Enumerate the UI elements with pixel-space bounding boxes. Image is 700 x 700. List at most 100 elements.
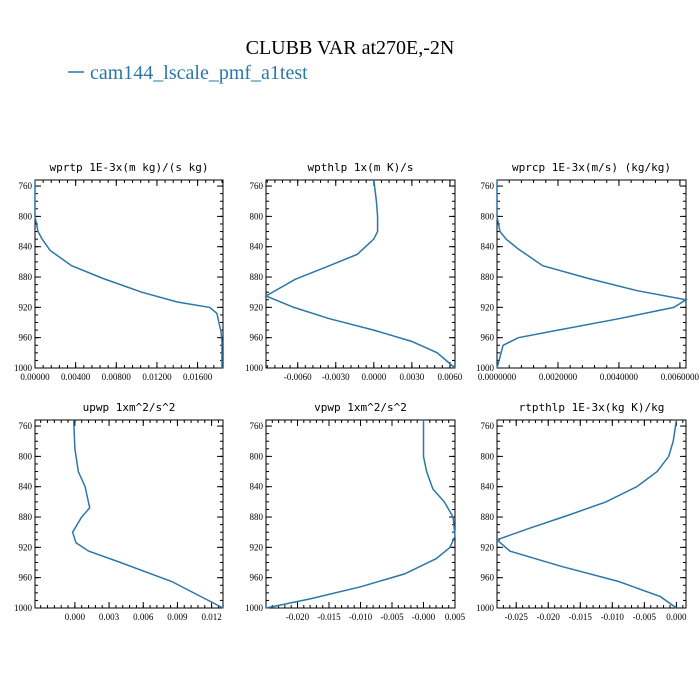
y-tick-label: 880 — [19, 272, 33, 282]
y-tick-label: 1000 — [14, 603, 33, 613]
y-tick-label: 920 — [481, 542, 495, 552]
y-tick-label: 840 — [250, 482, 264, 492]
panel-title: rtpthlp 1E-3x(kg K)/kg — [519, 401, 665, 414]
y-tick-label: 960 — [481, 333, 495, 343]
plot-frame — [496, 179, 687, 369]
y-tick-label: 760 — [250, 181, 264, 191]
x-tick-label: -0.005 — [633, 612, 657, 622]
y-tick-label: 1000 — [476, 603, 495, 613]
x-tick-label: 0.0060 — [438, 372, 463, 382]
y-tick-label: 760 — [19, 181, 33, 191]
x-tick-label: 0.006 — [133, 612, 154, 622]
x-tick-label: 0.000 — [65, 612, 86, 622]
y-tick-label: 960 — [250, 333, 264, 343]
x-tick-label: 0.01600 — [183, 372, 213, 382]
plot-frame — [34, 419, 224, 609]
series-line — [264, 179, 456, 369]
legend-label: cam144_lscale_pmf_a1test — [90, 62, 308, 84]
panel-title: wprcp 1E-3x(m/s) (kg/kg) — [512, 161, 671, 174]
panel-title: upwp 1xm^2/s^2 — [83, 401, 176, 414]
y-tick-label: 800 — [250, 211, 264, 221]
y-tick-label: 960 — [250, 573, 264, 583]
panel-1: wprtp 1E-3x(m kg)/(s kg) 760 800 840 880 920 9… — [14, 161, 224, 382]
x-tick-label: 0.012 — [201, 612, 221, 622]
plot-frame — [34, 179, 224, 369]
x-tick-label: 0.0020000 — [539, 372, 578, 382]
x-tick-label: -0.020 — [286, 612, 310, 622]
panel-title: wprtp 1E-3x(m kg)/(s kg) — [50, 161, 209, 174]
x-tick-label: 0.00000 — [20, 372, 50, 382]
y-tick-label: 1000 — [245, 603, 264, 613]
series-line — [265, 420, 456, 609]
x-tick-label: 0.0000000 — [478, 372, 517, 382]
x-tick-label: -0.015 — [569, 612, 593, 622]
panel-title: vpwp 1xm^2/s^2 — [314, 401, 407, 414]
series-line — [495, 419, 678, 609]
y-tick-label: 1000 — [14, 363, 33, 373]
panel-2: wpthlp 1x(m K)/s 760 800 840 880 920 960 1000 -0… — [245, 161, 463, 382]
y-tick-label: 1000 — [476, 363, 495, 373]
x-tick-label: 0.003 — [99, 612, 120, 622]
series-line — [71, 419, 224, 609]
y-tick-label: 840 — [19, 242, 33, 252]
y-tick-label: 760 — [250, 421, 264, 431]
x-tick-label: 0.009 — [167, 612, 188, 622]
x-tick-label: 0.000 — [666, 612, 687, 622]
x-tick-label: -0.020 — [537, 612, 561, 622]
x-tick-label: 0.0000 — [361, 372, 386, 382]
y-tick-label: 880 — [250, 512, 264, 522]
x-tick-label: 0.00800 — [102, 372, 132, 382]
plot-frame — [265, 179, 456, 369]
panel-title: wpthlp 1x(m K)/s — [308, 161, 414, 174]
y-tick-label: 880 — [481, 512, 495, 522]
plot-frame — [496, 419, 687, 609]
x-tick-label: -0.025 — [505, 612, 529, 622]
y-tick-label: 920 — [250, 542, 264, 552]
y-tick-label: 920 — [250, 302, 264, 312]
panel-grid: wprtp 1E-3x(m kg)/(s kg) 760 800 840 880 920 9… — [14, 161, 700, 622]
y-tick-label: 800 — [19, 451, 33, 461]
series-line — [34, 180, 223, 368]
legend: cam144_lscale_pmf_a1test — [68, 62, 308, 84]
y-tick-label: 840 — [19, 482, 33, 492]
y-tick-label: 800 — [250, 451, 264, 461]
y-tick-label: 1000 — [245, 363, 264, 373]
y-tick-label: 800 — [481, 451, 495, 461]
panel-3: wprcp 1E-3x(m/s) (kg/kg) 760 800 840 880 920 9… — [476, 161, 700, 382]
y-tick-label: 880 — [19, 512, 33, 522]
y-tick-label: 920 — [19, 302, 33, 312]
y-tick-label: 880 — [250, 272, 264, 282]
y-tick-label: 760 — [481, 181, 495, 191]
x-tick-label: 0.0030 — [399, 372, 424, 382]
panel-5: vpwp 1xm^2/s^2 760 800 840 880 920 960 1000 -0.0… — [245, 401, 466, 622]
panel-4: upwp 1xm^2/s^2 760 800 840 880 920 960 1000 0.00… — [14, 401, 224, 622]
x-tick-label: -0.005 — [380, 612, 404, 622]
x-tick-label: 0.0040000 — [600, 372, 639, 382]
panel-6: rtpthlp 1E-3x(kg K)/kg 760 800 840 880 920 960… — [476, 401, 687, 622]
y-tick-label: 800 — [481, 211, 495, 221]
y-tick-label: 840 — [481, 242, 495, 252]
y-tick-label: 760 — [19, 421, 33, 431]
figure-title: CLUBB VAR at270E,-2N — [246, 37, 455, 59]
y-tick-label: 920 — [19, 542, 33, 552]
x-tick-label: -0.0060 — [284, 372, 312, 382]
y-tick-label: 840 — [250, 242, 264, 252]
x-tick-label: 0.0060000 — [661, 372, 700, 382]
y-tick-label: 800 — [19, 211, 33, 221]
x-tick-label: 0.00400 — [61, 372, 91, 382]
series-line — [496, 180, 689, 369]
x-tick-label: -0.010 — [601, 612, 625, 622]
x-tick-label: -0.000 — [412, 612, 436, 622]
x-tick-label: -0.015 — [317, 612, 341, 622]
y-tick-label: 880 — [481, 272, 495, 282]
x-tick-label: -0.010 — [349, 612, 373, 622]
x-tick-label: 0.01200 — [142, 372, 172, 382]
y-tick-label: 960 — [19, 573, 33, 583]
y-tick-label: 760 — [481, 421, 495, 431]
x-tick-label: -0.0030 — [322, 372, 350, 382]
y-tick-label: 960 — [481, 573, 495, 583]
plot-frame — [265, 419, 456, 609]
y-tick-label: 960 — [19, 333, 33, 343]
x-tick-label: 0.005 — [445, 612, 466, 622]
